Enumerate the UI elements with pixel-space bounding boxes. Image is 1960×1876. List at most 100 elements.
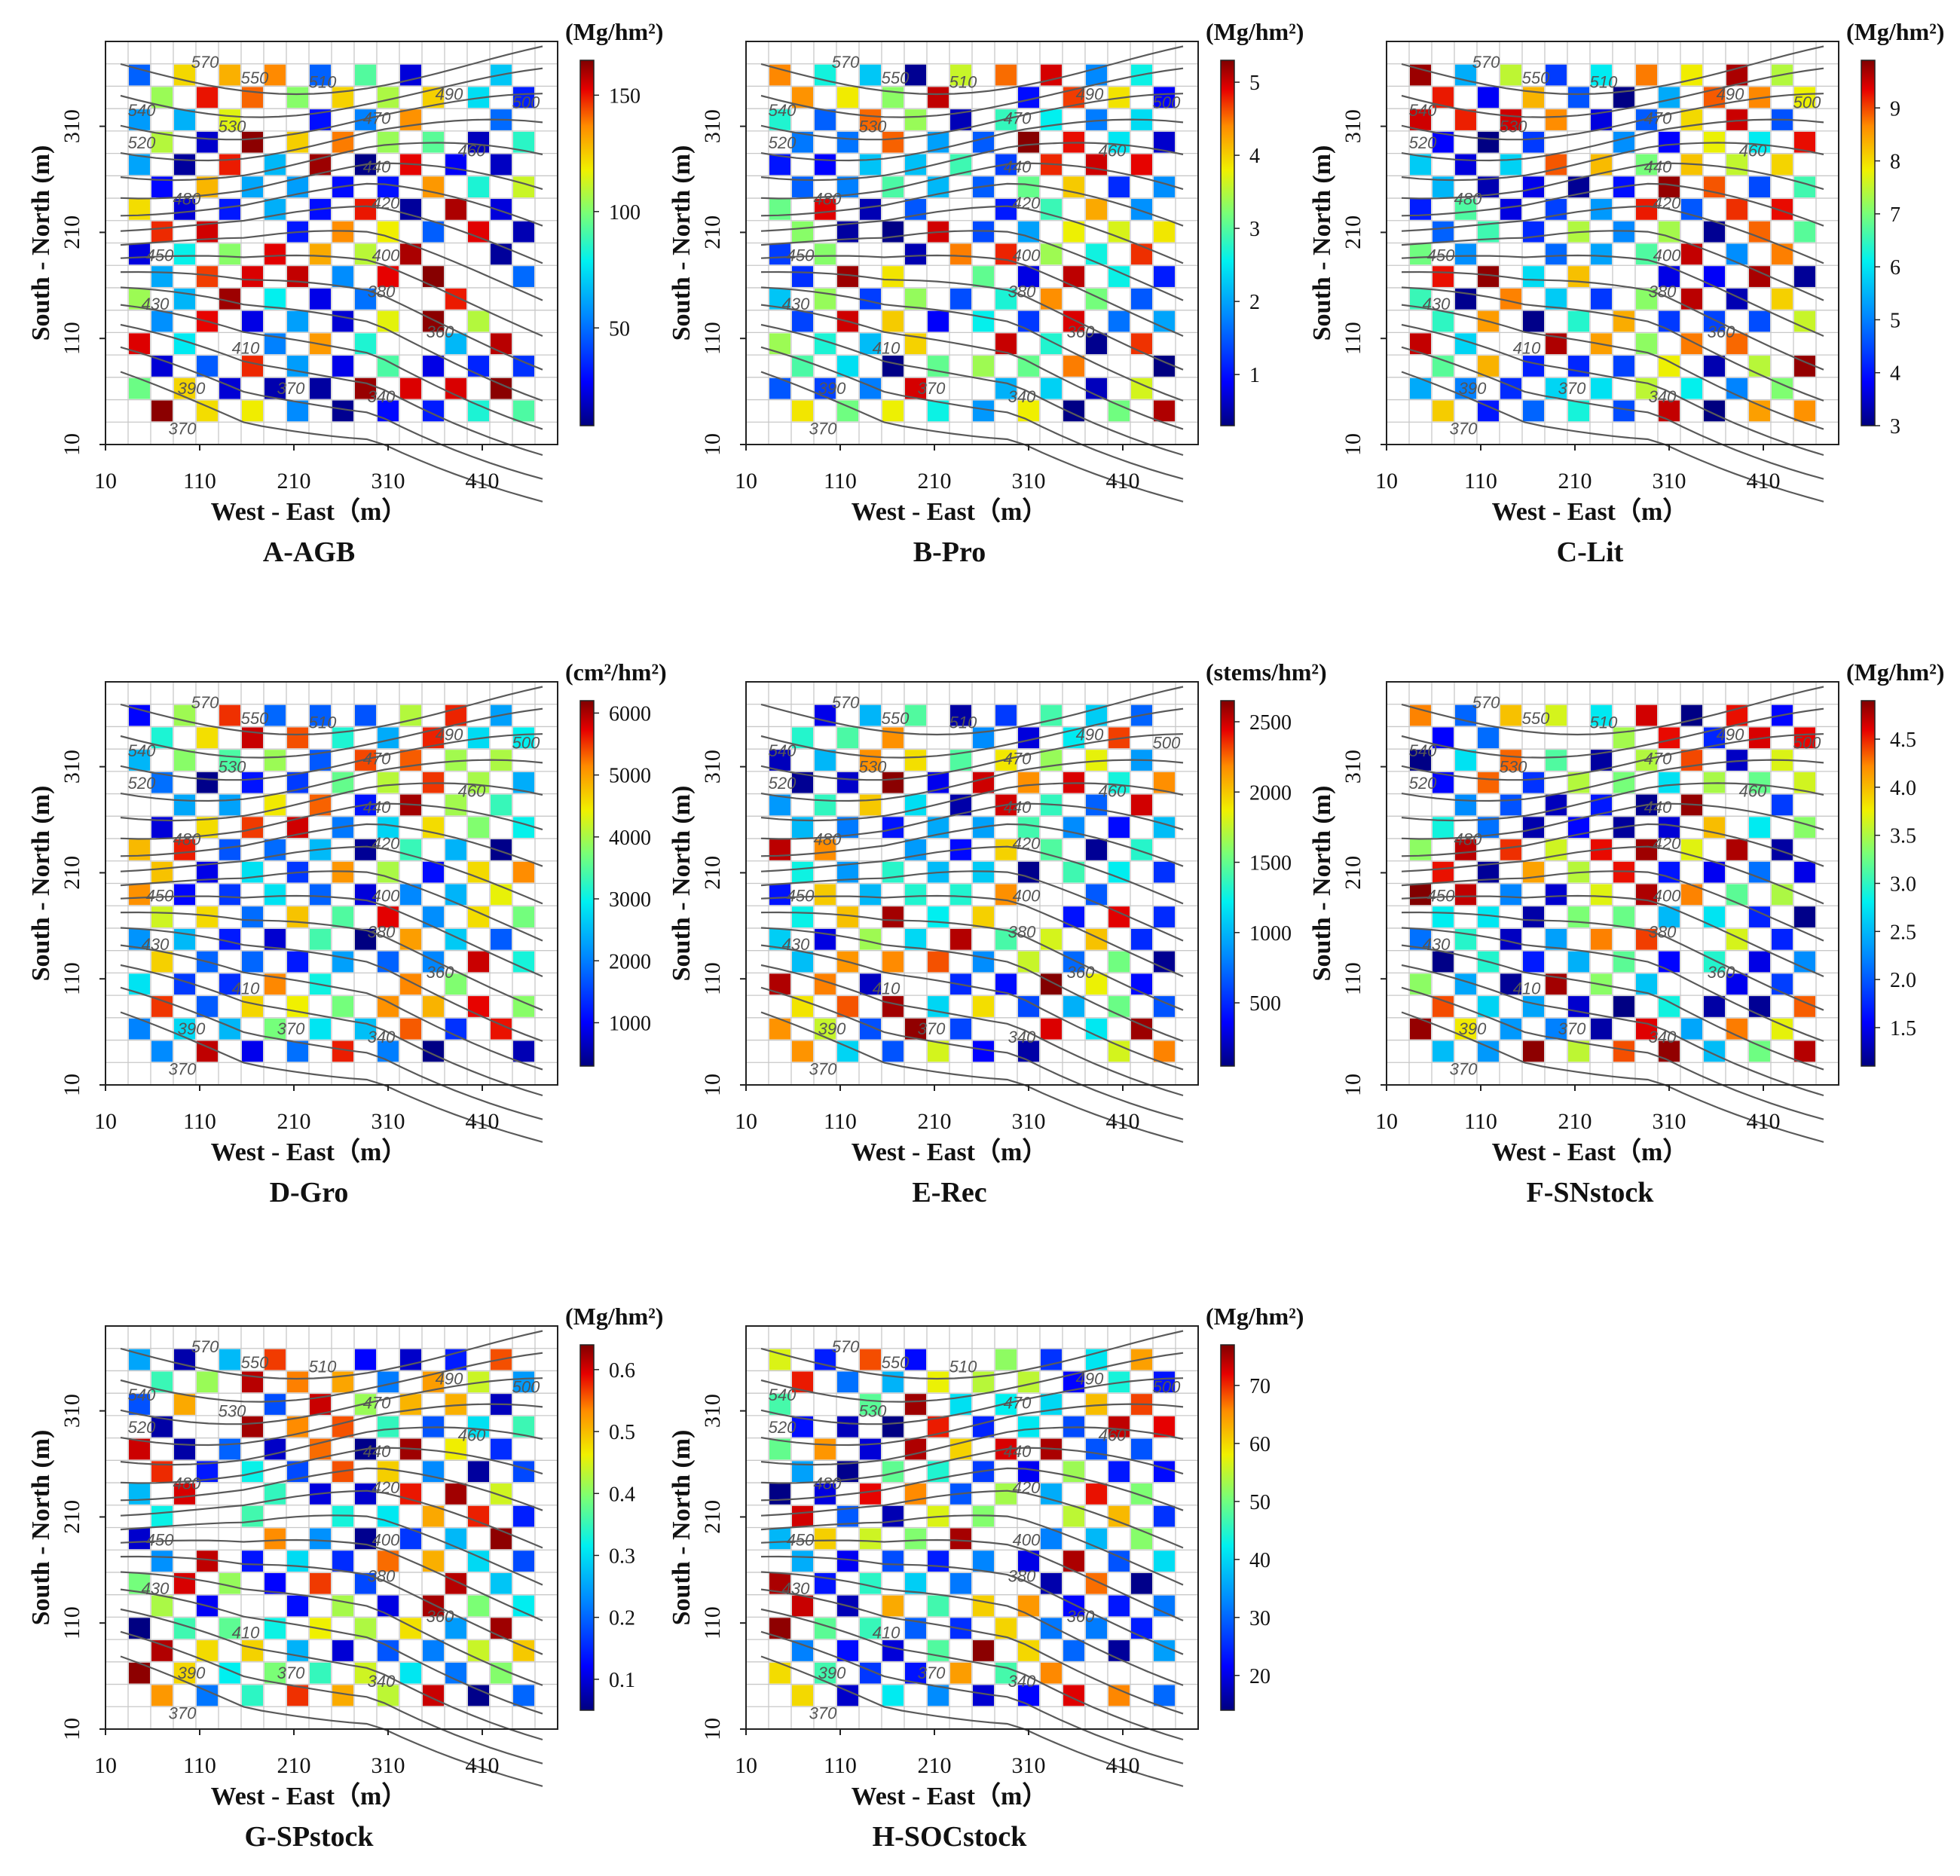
heat-cell bbox=[882, 906, 904, 927]
contour-line bbox=[120, 823, 543, 867]
contour-label: 540 bbox=[769, 741, 797, 760]
heat-cell bbox=[815, 839, 836, 860]
contour-label: 440 bbox=[1004, 1442, 1032, 1461]
contour-label: 570 bbox=[1472, 693, 1500, 712]
contour-line bbox=[1401, 927, 1824, 1042]
heat-cell bbox=[445, 154, 466, 176]
heat-cell bbox=[1772, 928, 1793, 950]
heat-cell bbox=[151, 400, 173, 422]
colorbar-tick-label: 3000 bbox=[609, 888, 651, 912]
heat-cell bbox=[837, 87, 858, 108]
colorbar-tick-label: 4.5 bbox=[1890, 729, 1916, 752]
panel-title: A-AGB bbox=[263, 536, 355, 568]
heat-cell bbox=[242, 1416, 263, 1438]
contour-label: 380 bbox=[1649, 923, 1677, 942]
heat-cell bbox=[815, 377, 836, 399]
panel-title: E-Rec bbox=[912, 1177, 986, 1208]
contour-line bbox=[1401, 346, 1824, 480]
heat-cell bbox=[905, 288, 926, 310]
heat-cell bbox=[1500, 288, 1521, 310]
contour-label: 450 bbox=[1427, 246, 1455, 265]
heat-cell bbox=[1523, 131, 1544, 153]
heat-cell bbox=[1108, 1461, 1130, 1483]
contour-line bbox=[760, 205, 1184, 264]
contour-line bbox=[760, 118, 1184, 162]
contour-label: 430 bbox=[1423, 935, 1451, 954]
heat-cell bbox=[882, 1551, 904, 1572]
contour-line bbox=[120, 304, 543, 430]
heat-cell bbox=[1433, 861, 1454, 883]
y-tick-label: 310 bbox=[700, 1394, 725, 1428]
contour-line bbox=[760, 823, 1184, 867]
heat-cell bbox=[882, 1505, 904, 1527]
heat-cell bbox=[423, 221, 444, 243]
contour-line bbox=[120, 894, 543, 978]
heat-cell bbox=[174, 750, 195, 771]
contour-lines bbox=[1401, 45, 1824, 503]
heat-cell bbox=[1131, 1618, 1152, 1639]
contour-label: 440 bbox=[363, 1442, 391, 1461]
colorbar-tick-label: 2.0 bbox=[1890, 969, 1916, 992]
heat-cell bbox=[928, 310, 949, 332]
heat-cell bbox=[815, 243, 836, 265]
x-tick-label: 410 bbox=[1747, 469, 1781, 493]
heat-cell bbox=[491, 1618, 512, 1639]
heat-cell bbox=[860, 884, 881, 906]
heat-cell bbox=[1500, 704, 1521, 726]
y-axis-label: South - North (m) bbox=[27, 786, 55, 982]
contour-label: 370 bbox=[169, 1704, 197, 1723]
heat-cell bbox=[1086, 884, 1107, 906]
panel-A: 570 550 540 530 520 510 500 490 480 470 460 450 440 4… bbox=[27, 18, 663, 568]
contour-label: 360 bbox=[1708, 322, 1735, 341]
contour-line bbox=[120, 1655, 543, 1787]
contour-label: 540 bbox=[128, 1386, 156, 1404]
x-tick-label: 10 bbox=[1375, 469, 1398, 493]
x-tick-label: 110 bbox=[183, 1109, 216, 1134]
heat-cell bbox=[973, 906, 994, 927]
colorbar-tick-label: 50 bbox=[609, 317, 630, 341]
contour-label: 530 bbox=[859, 757, 887, 776]
heat-cell bbox=[423, 310, 444, 332]
heat-cell bbox=[513, 176, 534, 198]
heat-cell bbox=[1681, 288, 1702, 310]
contour-label: 500 bbox=[1153, 733, 1181, 752]
panel-D: 570 550 540 530 520 510 500 490 480 470 460 450 440 4… bbox=[27, 658, 667, 1208]
heat-cell bbox=[287, 1551, 308, 1572]
contour-line bbox=[120, 270, 543, 371]
contour-line bbox=[760, 1555, 1184, 1655]
heat-cell bbox=[513, 266, 534, 287]
contour-label: 450 bbox=[787, 1531, 815, 1550]
heat-cell bbox=[1523, 356, 1544, 377]
heat-cell bbox=[1108, 310, 1130, 332]
heat-cell bbox=[1131, 928, 1152, 950]
contour-line bbox=[120, 346, 543, 480]
heat-cell bbox=[1086, 199, 1107, 220]
heat-cell bbox=[219, 288, 240, 310]
heat-cell bbox=[468, 131, 489, 153]
contour-label: 490 bbox=[1076, 1370, 1104, 1389]
heat-cell bbox=[1500, 199, 1521, 220]
contour-line bbox=[120, 1377, 543, 1425]
heat-cell bbox=[468, 1416, 489, 1438]
contour-label: 390 bbox=[1459, 379, 1487, 398]
heat-cell bbox=[1546, 243, 1567, 265]
heat-cell bbox=[1546, 377, 1567, 399]
heat-cell bbox=[995, 839, 1017, 860]
heat-cell bbox=[151, 951, 173, 973]
y-tick-label: 110 bbox=[700, 1606, 725, 1639]
heat-cell bbox=[445, 839, 466, 860]
contour-line bbox=[1401, 733, 1824, 781]
heat-cell bbox=[400, 377, 421, 399]
contour-label: 440 bbox=[363, 798, 391, 817]
heat-cell bbox=[242, 1685, 263, 1706]
heat-cell bbox=[1726, 154, 1747, 176]
heat-cell bbox=[792, 1640, 813, 1661]
contour-label: 360 bbox=[1067, 963, 1095, 982]
contour-line bbox=[760, 1655, 1184, 1787]
heat-cell bbox=[219, 1618, 240, 1639]
heat-cell bbox=[1154, 817, 1175, 839]
heat-cell bbox=[1523, 906, 1544, 927]
contour-lines bbox=[1401, 686, 1824, 1143]
heat-cell bbox=[219, 928, 240, 950]
